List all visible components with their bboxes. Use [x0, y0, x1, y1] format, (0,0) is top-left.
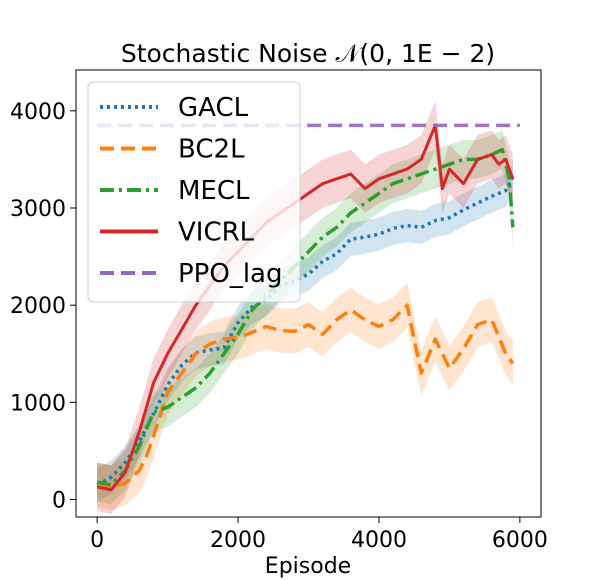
x-tick-label: 0 [90, 528, 104, 553]
y-tick-label: 1000 [10, 391, 66, 416]
legend-item-mecl[interactable]: MECL [100, 176, 250, 206]
y-tick-label: 0 [52, 489, 66, 514]
chart-title: Stochastic Noise 𝒩(0, 1E − 2) [121, 39, 495, 68]
line-mecl [96, 147, 515, 487]
band-vicrl [97, 101, 513, 515]
plot-frame [75, 69, 542, 518]
y-axis: 0 1000 2000 3000 4000 [10, 100, 76, 514]
legend-box [87, 81, 301, 303]
legend-label: BC2L [178, 135, 245, 165]
x-axis-label: Episode [265, 554, 351, 579]
legend-label: GACL [178, 93, 249, 123]
legend-item-bc2l[interactable]: BC2L [100, 135, 245, 165]
x-axis: 0 2000 4000 6000 [90, 517, 548, 553]
line-bc2l [96, 303, 515, 490]
band-bc2l [97, 282, 513, 511]
band-gacl [97, 160, 513, 502]
legend-item-vicrl[interactable]: VICRL [100, 218, 255, 248]
y-tick-label: 3000 [10, 197, 66, 222]
x-tick-label: 6000 [492, 528, 548, 553]
x-tick-label: 4000 [351, 528, 407, 553]
y-tick-label: 2000 [10, 294, 66, 319]
legend-label: PPO_lag [178, 259, 282, 289]
legend-label: VICRL [178, 218, 255, 248]
legend[interactable]: GACL BC2L MECL VICRL PPO_lag [87, 81, 301, 303]
legend-item-ppo-lag[interactable]: PPO_lag [100, 259, 282, 289]
legend-item-gacl[interactable]: GACL [100, 93, 249, 123]
y-tick-label: 4000 [10, 100, 66, 125]
legend-label: MECL [178, 176, 250, 206]
line-vicrl [96, 123, 515, 492]
x-tick-label: 2000 [210, 528, 266, 553]
line-gacl [96, 176, 515, 487]
